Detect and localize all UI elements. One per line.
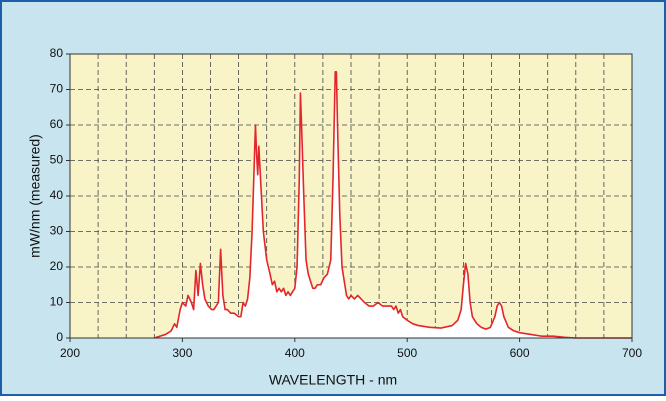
x-tick-label: 400 xyxy=(285,346,305,360)
y-tick-label: 50 xyxy=(50,153,64,167)
x-axis-label: WAVELENGTH - nm xyxy=(269,372,397,388)
y-tick-label: 30 xyxy=(50,224,64,238)
x-tick-label: 300 xyxy=(172,346,192,360)
y-tick-label: 60 xyxy=(50,117,64,131)
y-tick-label: 80 xyxy=(50,46,64,60)
x-tick-label: 200 xyxy=(60,346,80,360)
x-tick-label: 600 xyxy=(510,346,530,360)
x-tick-label: 500 xyxy=(397,346,417,360)
area xyxy=(154,71,633,338)
y-tick-label: 40 xyxy=(50,188,64,202)
x-tick-label: 700 xyxy=(622,346,642,360)
y-tick-label: 0 xyxy=(56,330,63,344)
spectrum-line xyxy=(154,70,632,339)
y-tick-label: 70 xyxy=(50,82,64,96)
y-axis-label: mW/nm (measured) xyxy=(27,134,43,258)
y-tick-label: 20 xyxy=(50,259,64,273)
y-tick-label: 10 xyxy=(50,295,64,309)
